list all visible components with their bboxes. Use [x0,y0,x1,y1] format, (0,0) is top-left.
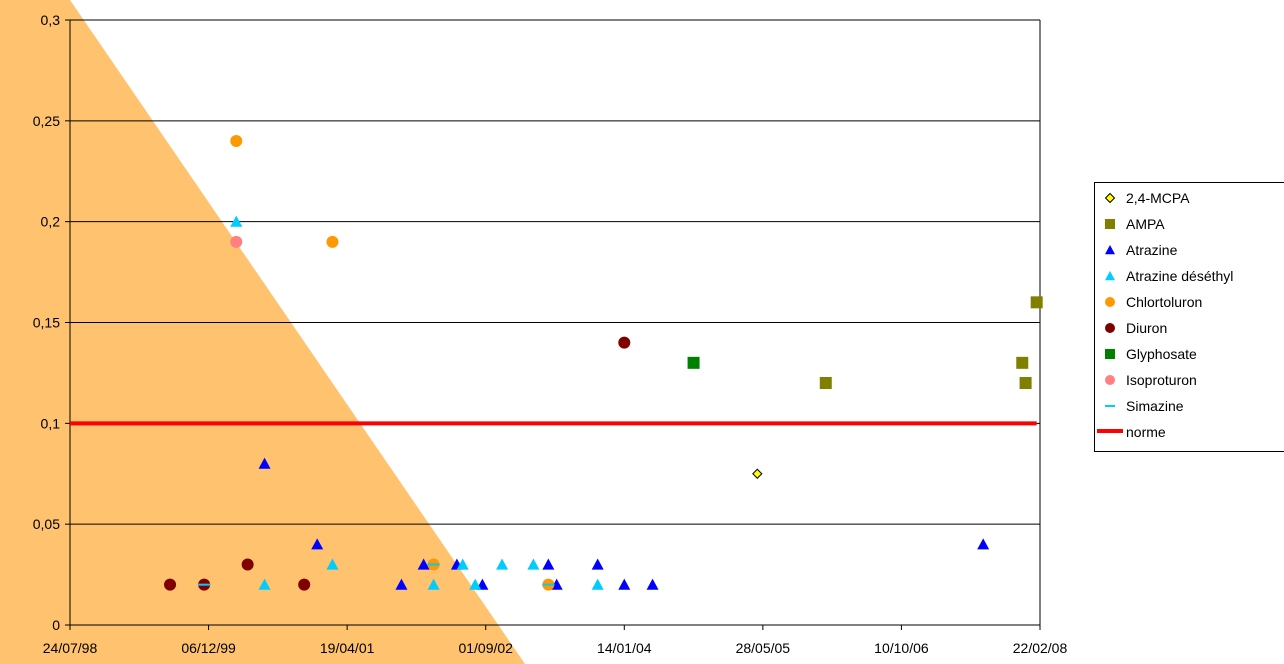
legend-item-atrazine-d-s-thyl: Atrazine déséthyl [1095,266,1284,286]
point-isoproturon [1105,375,1115,385]
point-2-4-mcpa [752,468,763,479]
y-tick-label: 0,3 [41,12,61,28]
point-atrazine [417,558,430,570]
point-atrazine-d-s-thyl [230,215,243,227]
y-tick-label: 0,05 [33,516,60,532]
point-atrazine-d-s-thyl [326,558,339,570]
series-atrazine-d-s-thyl [230,215,604,590]
point-atrazine-d-s-thyl [496,558,509,570]
point-glyphosate [687,356,700,369]
x-tick-label: 14/01/04 [597,640,652,656]
y-tick-label: 0,2 [41,214,61,230]
point-ampa [1030,296,1043,309]
point-ampa [1016,356,1029,369]
legend-item-glyphosate: Glyphosate [1095,344,1284,364]
point-diuron [298,578,311,591]
legend-marker-simazine [1105,405,1115,407]
point-isoproturon [230,235,243,248]
x-tick-label: 10/10/06 [874,640,929,656]
legend-label: Atrazine déséthyl [1126,268,1234,284]
point-atrazine-d-s-thyl [456,558,469,570]
series-ampa [819,296,1043,389]
point-atrazine [311,538,324,550]
legend-label: Atrazine [1126,242,1178,258]
series-isoproturon [230,235,243,248]
point-atrazine-d-s-thyl [427,578,440,590]
x-tick-label: 19/04/01 [320,640,375,656]
point-diuron [241,558,254,571]
series-chlortoluron [230,135,555,591]
point-ampa [1105,219,1115,229]
point-atrazine-d-s-thyl [1105,271,1115,281]
point-chlortoluron [230,135,243,147]
legend-marker-ampa [1105,219,1115,229]
point-atrazine [646,578,659,590]
point-diuron [164,578,177,591]
legend-item-simazine: Simazine [1095,396,1284,416]
legend-marker-2-4-mcpa [1104,192,1116,204]
point-atrazine [977,538,990,550]
legend-item-ampa: AMPA [1095,214,1284,234]
series-2-4-mcpa [752,468,763,479]
point-chlortoluron [326,235,339,248]
legend-label: Glyphosate [1126,346,1197,362]
series-glyphosate [687,356,700,369]
legend-marker-norme [1097,429,1123,433]
legend-label: Diuron [1126,320,1168,336]
y-tick-label: 0,1 [41,415,61,431]
legend-marker-atrazine [1105,245,1115,255]
legend-item-atrazine: Atrazine [1095,240,1284,260]
legend-label: norme [1126,424,1166,440]
legend-item-diuron: Diuron [1095,318,1284,338]
point-ampa [819,377,832,389]
point-2-4-mcpa [1104,192,1116,204]
legend-marker-glyphosate [1105,349,1115,359]
x-tick-label: 24/07/98 [43,640,98,656]
point-atrazine-d-s-thyl [591,578,604,590]
x-tick-label: 28/05/05 [736,640,791,656]
point-atrazine-d-s-thyl [258,578,271,590]
point-atrazine [542,558,555,570]
point-atrazine [258,457,271,469]
legend-item-isoproturon: Isoproturon [1095,370,1284,390]
point-atrazine [1105,245,1115,255]
legend-item-norme: norme [1095,422,1284,442]
legend-label: Chlortoluron [1126,294,1203,310]
legend-marker-isoproturon [1105,375,1115,385]
point-atrazine [591,558,604,570]
point-glyphosate [1105,349,1115,359]
point-atrazine [395,578,408,590]
legend-marker-chlortoluron [1105,297,1115,307]
point-diuron [618,336,631,349]
legend-label: AMPA [1126,216,1165,232]
y-tick-label: 0 [52,617,60,633]
point-chlortoluron [1105,297,1115,307]
orange-overlay [0,0,525,664]
legend-item-chlortoluron: Chlortoluron [1095,292,1284,312]
legend-marker-atrazine-d-s-thyl [1105,271,1115,281]
legend-label: Isoproturon [1126,372,1197,388]
legend-label: Simazine [1126,398,1184,414]
series-simazine [198,563,555,586]
point-atrazine-d-s-thyl [469,578,482,590]
x-tick-label: 06/12/99 [181,640,236,656]
x-tick-label: 22/02/08 [1013,640,1068,656]
chart-legend: 2,4-MCPA AMPA Atrazine Atrazine déséthyl Chl… [1094,182,1284,452]
point-atrazine [618,578,631,590]
x-tick-label: 01/09/02 [458,640,513,656]
point-ampa [1019,377,1032,389]
point-diuron [1105,323,1115,333]
point-atrazine-d-s-thyl [527,558,540,570]
legend-marker-diuron [1105,323,1115,333]
legend-item-2-4-mcpa: 2,4-MCPA [1095,188,1284,208]
y-tick-label: 0,15 [33,315,60,331]
legend-label: 2,4-MCPA [1126,190,1190,206]
y-tick-label: 0,25 [33,113,60,129]
